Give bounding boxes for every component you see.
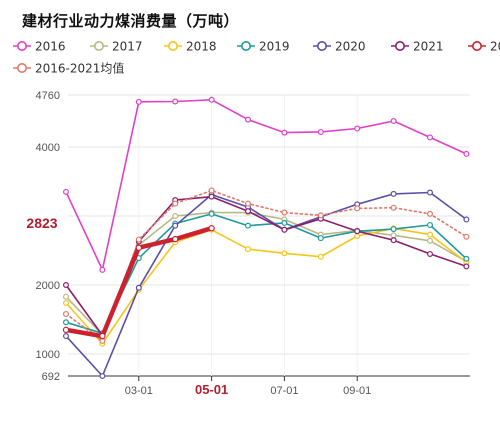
y-tick-label: 1000: [36, 349, 60, 361]
series-point: [62, 299, 69, 306]
legend-marker: [16, 62, 27, 73]
legend-marker: [241, 40, 252, 51]
series-point: [208, 225, 215, 232]
series-line-2020: [65, 191, 468, 377]
series-point: [281, 226, 288, 233]
legend-label: 2018: [186, 40, 217, 54]
legend-marker: [471, 40, 482, 51]
series-point: [427, 237, 434, 244]
series-point: [354, 205, 361, 212]
x-tick-label: 03-01: [125, 385, 153, 397]
series-point: [427, 231, 434, 238]
x-tick-label: 05-01: [195, 382, 228, 397]
x-tick-label: 07-01: [270, 385, 298, 397]
series-line-2019: [65, 213, 468, 335]
callout-value: 2823: [26, 215, 57, 231]
series-point: [172, 213, 179, 220]
legend-label: 2020: [335, 40, 366, 54]
series-line-2016: [65, 99, 468, 271]
series-point: [135, 244, 142, 251]
series-point: [427, 189, 434, 196]
series-point: [245, 222, 252, 229]
series-point: [390, 226, 397, 233]
legend-marker: [394, 40, 405, 51]
legend-marker: [16, 40, 27, 51]
series-point: [427, 134, 434, 141]
series-point: [390, 117, 397, 124]
legend-marker: [94, 40, 105, 51]
series-point: [463, 263, 470, 270]
legend-label: 2016: [35, 40, 66, 54]
series-point: [281, 219, 288, 226]
series-point: [208, 187, 215, 194]
legend-label: 2022: [490, 40, 500, 54]
series-point: [427, 221, 434, 228]
series-point: [354, 125, 361, 132]
legend-label: 2017: [112, 40, 143, 54]
legend-label: 2021: [413, 40, 444, 54]
series-point: [62, 326, 70, 334]
series-point: [62, 293, 69, 300]
series-point: [427, 250, 434, 257]
legend-label: 2016-2021均值: [35, 61, 124, 76]
series-point: [390, 204, 397, 211]
series-point: [172, 200, 179, 207]
series-point: [208, 210, 215, 217]
y-tick-label: 2000: [36, 280, 60, 292]
series-point: [172, 98, 179, 105]
callout-bg: [18, 213, 64, 233]
series-point: [99, 266, 106, 273]
series-point: [135, 284, 142, 291]
series-point: [135, 98, 142, 105]
series-point: [354, 233, 361, 240]
series-point: [281, 209, 288, 216]
chart-title: 建材行业动力煤消费量（万吨）: [22, 12, 240, 30]
legend-marker: [316, 40, 327, 51]
legend-marker: [168, 40, 179, 51]
series-point: [62, 319, 69, 326]
series-point: [62, 333, 69, 340]
series-point: [62, 282, 69, 289]
series-point: [317, 235, 324, 242]
series-point: [135, 236, 142, 243]
series-point: [245, 116, 252, 123]
series-point: [354, 228, 361, 235]
series-point: [281, 129, 288, 136]
series-line-2018: [65, 227, 468, 345]
series-point: [463, 216, 470, 223]
series-point: [99, 332, 106, 340]
series-point: [245, 246, 252, 253]
series-point: [245, 200, 252, 207]
series-point: [99, 373, 106, 380]
series-point: [208, 96, 215, 103]
series-point: [463, 255, 470, 262]
series-point: [463, 233, 470, 240]
series-point: [427, 210, 434, 217]
series-point: [281, 250, 288, 257]
x-tick-label: 09-01: [343, 385, 371, 397]
series-point: [317, 253, 324, 260]
series-line-2016-2021均值: [65, 189, 468, 342]
series-point: [62, 188, 69, 195]
series-point: [245, 208, 252, 215]
series-point: [390, 190, 397, 197]
series-point: [390, 232, 397, 239]
legend-label: 2019: [259, 40, 290, 54]
y-tick-label: 4000: [36, 142, 60, 154]
series-point: [463, 150, 470, 157]
y-tick-label: 4760: [36, 90, 60, 102]
series-point: [390, 237, 397, 244]
series-point: [172, 222, 179, 229]
y-tick-label: 692: [42, 371, 60, 383]
series-point: [171, 235, 179, 243]
series-point: [317, 212, 324, 219]
series-point: [208, 193, 215, 200]
series-point: [62, 310, 69, 317]
series-point: [317, 128, 324, 135]
